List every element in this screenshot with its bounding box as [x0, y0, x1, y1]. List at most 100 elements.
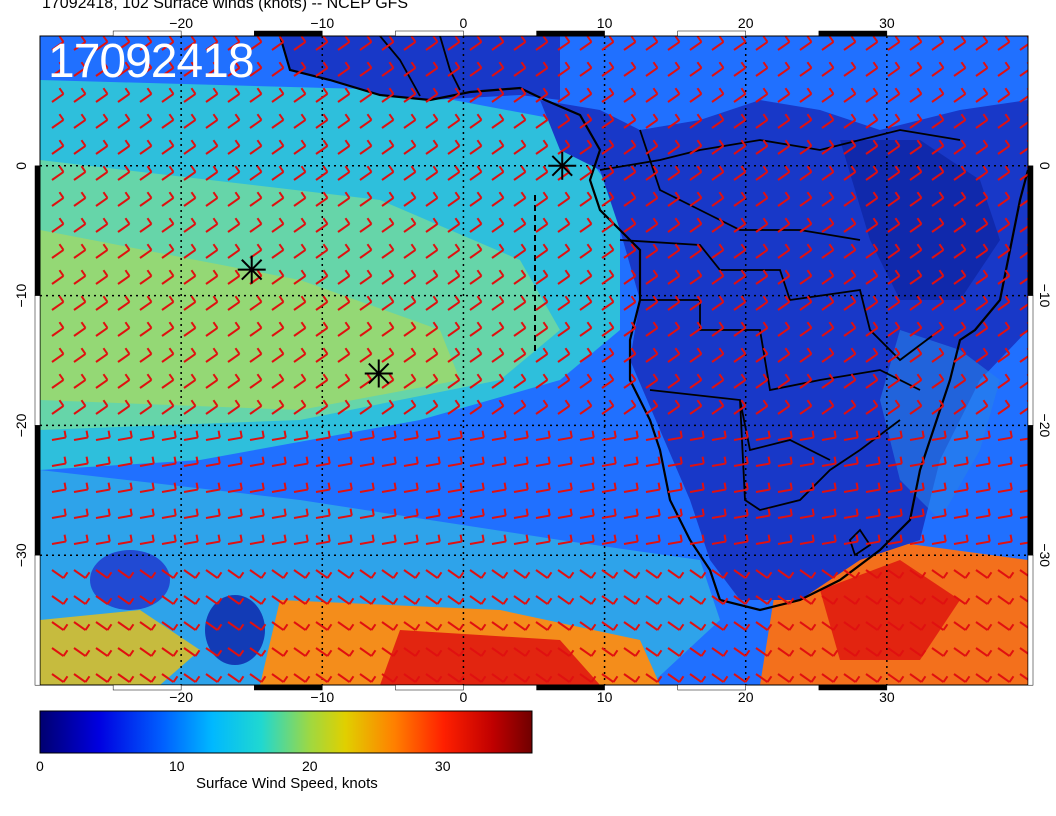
wind-barb: [227, 508, 243, 519]
barb-feather: [740, 139, 747, 147]
barb-feather: [789, 430, 793, 438]
barb-feather: [613, 430, 617, 438]
barb-feather: [432, 217, 439, 225]
barb-shaft: [315, 119, 329, 129]
barb-feather: [102, 243, 109, 251]
barb-shaft: [161, 540, 176, 545]
wind-barb: [491, 673, 509, 683]
barb-feather: [432, 36, 439, 43]
wind-barb: [645, 269, 659, 285]
barb-shaft: [271, 93, 285, 103]
wind-barb: [755, 373, 769, 389]
barb-shaft: [865, 514, 880, 519]
wind-barb: [623, 621, 641, 631]
barb-feather: [436, 649, 443, 657]
wind-barb: [337, 373, 351, 389]
wind-barb: [997, 569, 1015, 579]
barb-feather: [322, 217, 329, 225]
barb-shaft: [975, 405, 989, 415]
wind-barb: [535, 269, 549, 285]
wind-barb: [359, 621, 377, 631]
barb-feather: [630, 217, 637, 225]
wind-barb: [1019, 399, 1028, 415]
barb-shaft: [777, 223, 791, 233]
barb-feather: [498, 139, 505, 147]
barb-feather: [195, 534, 199, 542]
barb-shaft: [381, 462, 396, 467]
barb-shaft: [447, 488, 462, 493]
barb-feather: [454, 191, 461, 199]
barb-shaft: [821, 673, 835, 683]
barb-feather: [80, 191, 87, 199]
wind-barb: [183, 191, 197, 207]
wind-barb: [997, 191, 1011, 207]
barb-feather: [810, 597, 817, 605]
barb-shaft: [249, 405, 263, 415]
barb-shaft: [953, 647, 967, 657]
barb-feather: [916, 165, 923, 173]
barb-feather: [520, 399, 527, 407]
wind-barb: [799, 36, 813, 51]
wind-barb: [117, 399, 131, 415]
barb-shaft: [227, 41, 241, 51]
barb-shaft: [865, 379, 879, 389]
barb-feather: [146, 347, 153, 355]
wind-barb: [931, 243, 945, 259]
wind-barb: [997, 482, 1013, 493]
barb-feather: [542, 87, 549, 95]
wind-barb: [205, 456, 221, 467]
wind-barb: [249, 191, 263, 207]
barb-feather: [300, 191, 307, 199]
barb-feather: [173, 508, 177, 516]
barb-shaft: [887, 171, 901, 181]
barb-shaft: [1019, 173, 1028, 181]
wind-barb: [909, 243, 923, 259]
barb-feather: [938, 36, 945, 43]
barb-shaft: [425, 327, 439, 337]
wind-barb: [491, 269, 505, 285]
barb-feather: [828, 191, 835, 199]
barb-shaft: [1019, 329, 1028, 337]
wind-barb: [359, 295, 373, 311]
wind-barb: [865, 534, 881, 545]
barb-feather: [370, 597, 377, 605]
barb-feather: [832, 649, 839, 657]
wind-barb: [579, 595, 597, 605]
barb-shaft: [645, 119, 659, 129]
barb-feather: [608, 139, 615, 147]
barb-shaft: [645, 197, 659, 207]
barb-feather: [172, 649, 179, 657]
barb-shaft: [887, 405, 901, 415]
barb-feather: [784, 399, 791, 407]
barb-feather: [58, 87, 65, 95]
barb-shaft: [425, 436, 440, 441]
barb-feather: [256, 217, 263, 225]
barb-shaft: [73, 569, 87, 579]
barb-feather: [256, 139, 263, 147]
barb-feather: [810, 623, 817, 631]
wind-barb: [623, 321, 637, 337]
barb-shaft: [557, 595, 571, 605]
lon-tick-label-bottom: −20: [169, 689, 193, 705]
barb-shaft: [535, 327, 549, 337]
barb-feather: [454, 61, 461, 69]
wind-barb: [843, 482, 859, 493]
wind-barb: [909, 482, 925, 493]
wind-barb: [425, 243, 439, 259]
barb-feather: [102, 113, 109, 121]
barb-shaft: [733, 514, 748, 519]
barb-shaft: [887, 353, 901, 363]
wind-barb: [425, 456, 441, 467]
wind-barb: [711, 295, 725, 311]
barb-shaft: [315, 171, 329, 181]
barb-shaft: [73, 673, 87, 683]
barb-shaft: [601, 379, 615, 389]
wind-barb: [249, 595, 267, 605]
wind-barb: [887, 569, 905, 579]
barb-feather: [833, 456, 837, 464]
wind-barb: [381, 191, 395, 207]
wind-barb: [469, 347, 483, 363]
barb-feather: [327, 456, 331, 464]
barb-shaft: [843, 436, 858, 441]
barb-feather: [322, 113, 329, 121]
